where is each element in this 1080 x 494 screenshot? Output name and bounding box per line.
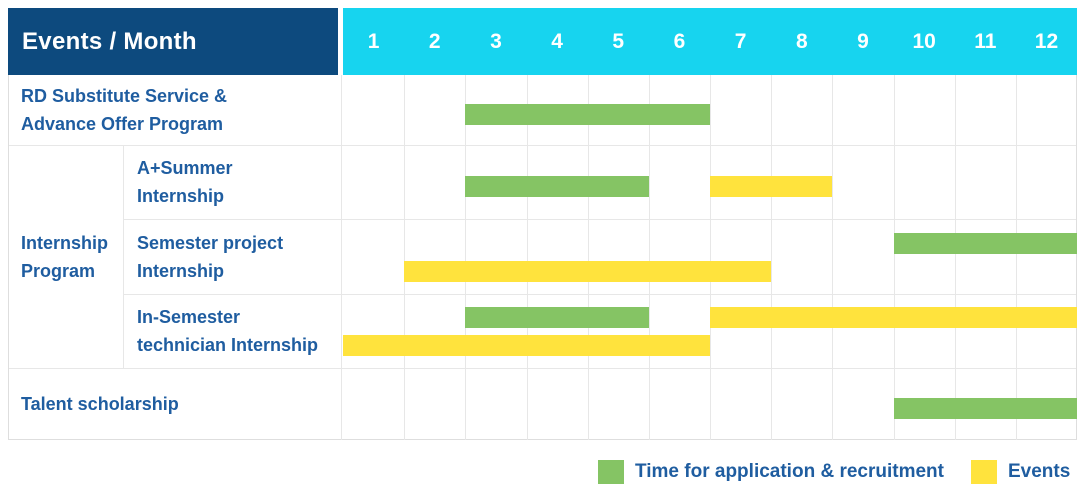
month-label: 11 (974, 29, 997, 53)
gantt-bar-event (404, 260, 772, 282)
events-month-title: Events / Month (22, 27, 197, 55)
gantt-bar-application (893, 232, 1077, 254)
label-line: Talent scholarship (21, 394, 179, 414)
month-label: 3 (490, 29, 502, 53)
group-label-internship-program: Internship Program (8, 145, 123, 368)
legend-item-events: Events (971, 457, 1070, 487)
gantt-bar-event (710, 307, 1077, 328)
legend-swatch-application (598, 460, 624, 484)
label-line: Internship (137, 186, 225, 206)
label-line: In-Semester (137, 307, 241, 327)
month-label: 10 (912, 29, 936, 53)
row-label-talent-scholarship: Talent scholarship (8, 368, 338, 440)
label-line: Internship (137, 260, 225, 281)
legend-swatch-events (971, 460, 997, 484)
legend-item-application: Time for application & recruitment (598, 457, 944, 487)
label-line: Program (21, 260, 96, 281)
label-line: Semester project (137, 232, 284, 253)
row-label-a-summer-internship: A+Summer Internship (123, 145, 338, 219)
month-label: 12 (1034, 29, 1059, 53)
month-label: 7 (734, 29, 747, 53)
month-label: 5 (612, 29, 625, 53)
row-label-in-semester-technician-internship: In-Semester technician Internship (123, 294, 338, 368)
gantt-bar-event (343, 335, 710, 356)
month-label: 1 (367, 29, 380, 53)
month-label: 2 (428, 29, 441, 53)
gantt-bar-application (465, 307, 649, 328)
row-label-semester-project-internship: Semester project Internship (123, 219, 338, 294)
month-label: 4 (551, 29, 563, 53)
label-line: A+Summer (137, 158, 233, 178)
month-label: 6 (673, 29, 686, 53)
label-line: RD Substitute Service & (21, 86, 228, 106)
legend-label-events: Events (1008, 461, 1071, 482)
gantt-bar-event (710, 176, 833, 197)
row-label-rd-substitute: RD Substitute Service & Advance Offer Pr… (8, 75, 338, 145)
gantt-bar-application (465, 104, 710, 125)
legend-label-application: Time for application & recruitment (635, 461, 944, 482)
gantt-bar-application (893, 398, 1077, 419)
label-line: technician Internship (137, 335, 319, 355)
label-line: Advance Offer Program (21, 114, 224, 134)
label-line: Internship (21, 232, 109, 253)
table-header-title: Events / Month (8, 8, 338, 75)
gantt-bar-application (465, 176, 649, 197)
month-header: 1 2 3 4 5 6 7 8 9 10 11 12 (343, 8, 1077, 75)
month-label: 8 (795, 29, 808, 53)
schedule-table: Events / Month 1 2 3 4 5 6 7 8 9 10 11 12 RD Substi… (8, 8, 1077, 440)
table-border (8, 75, 1077, 440)
month-label: 9 (857, 29, 869, 53)
